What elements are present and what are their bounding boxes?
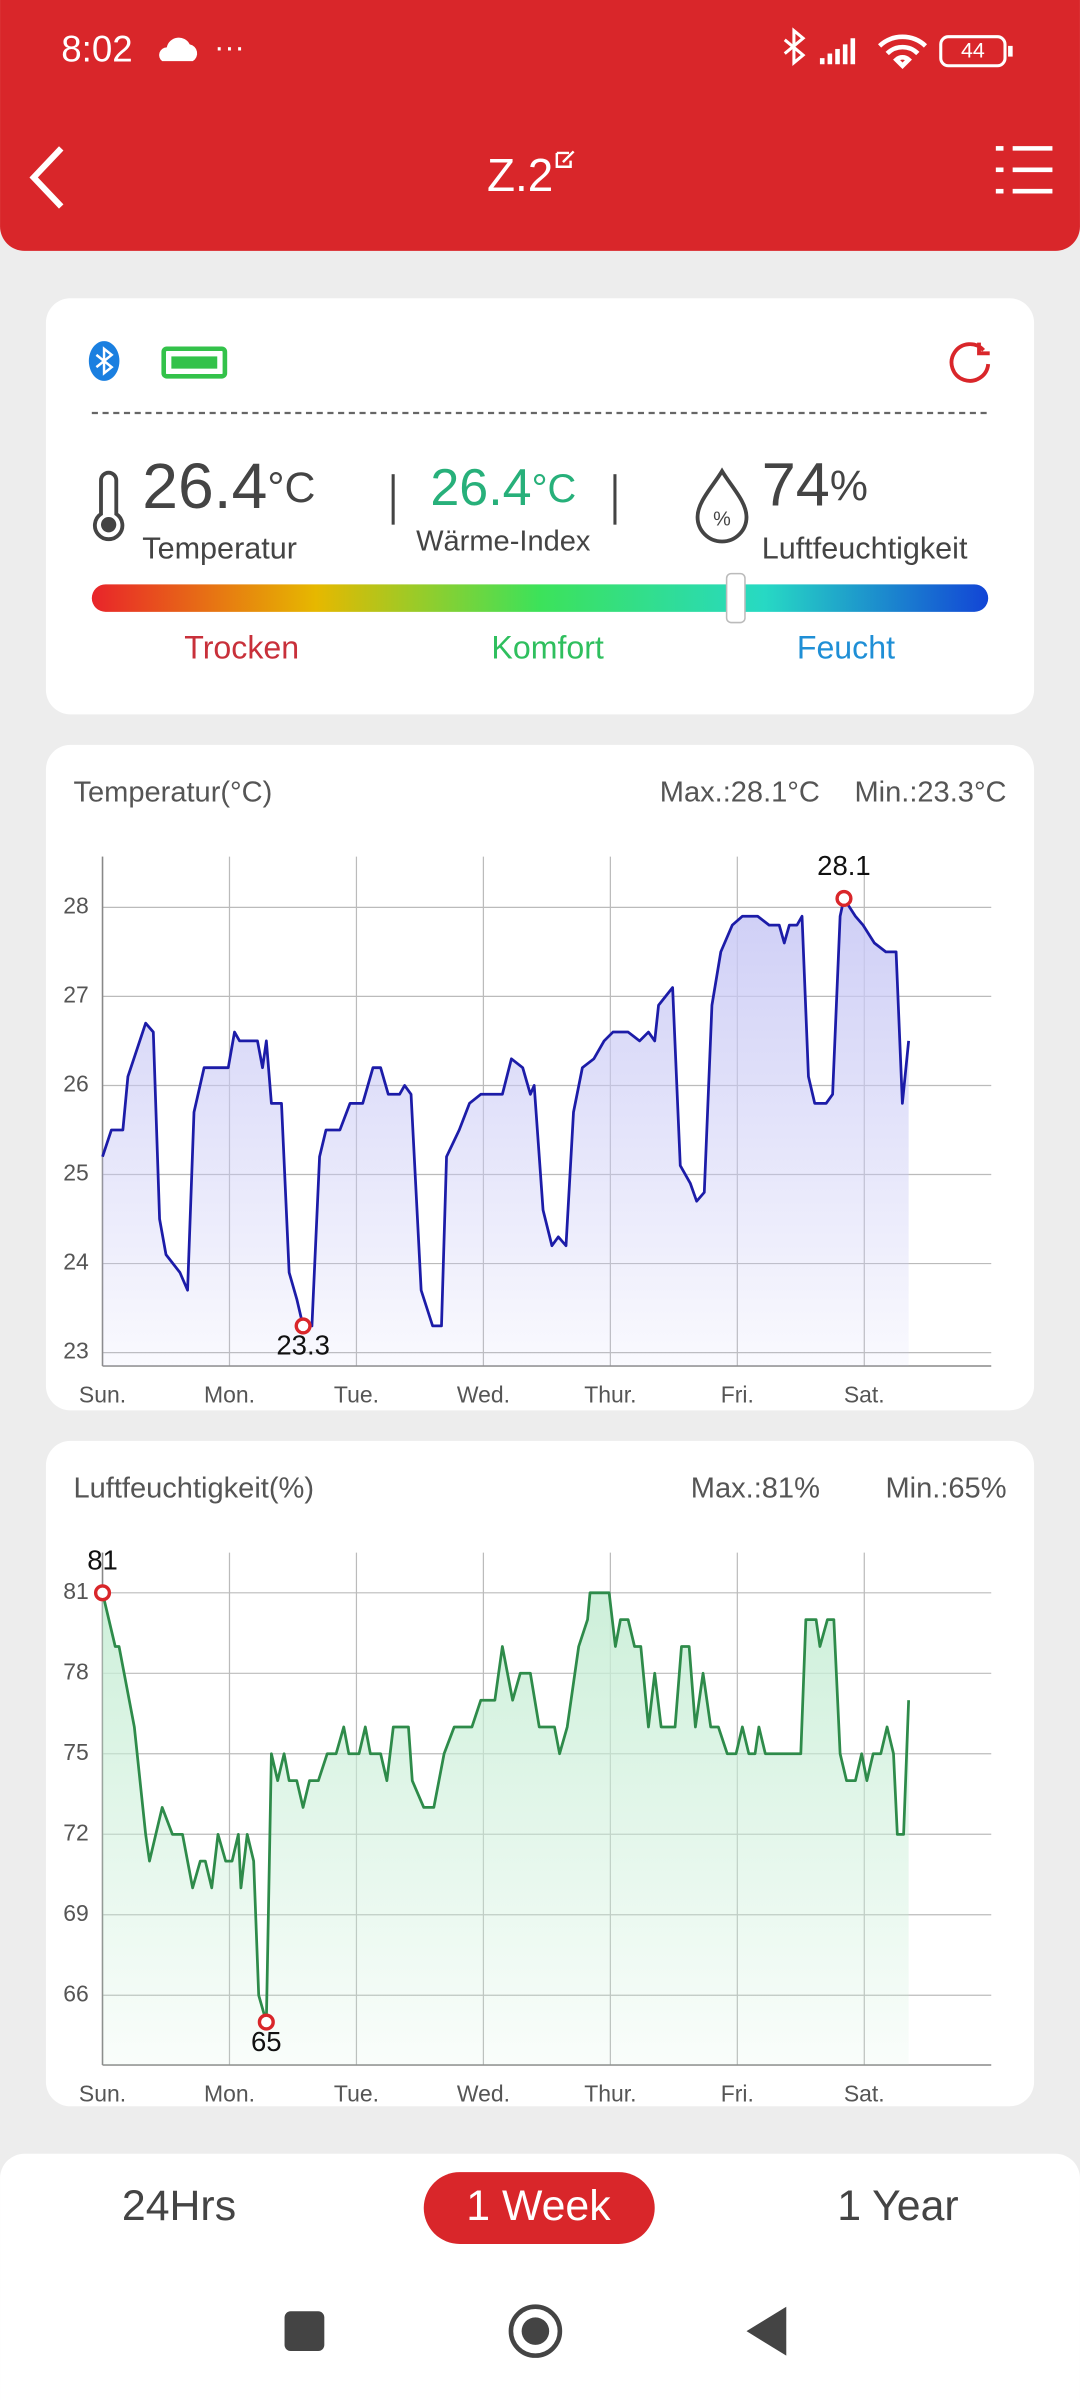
nav-recents[interactable] bbox=[284, 2311, 325, 2352]
device-battery-level bbox=[171, 356, 218, 369]
heat-index-value: 26.4 bbox=[430, 459, 531, 517]
x-tick-label: Tue. bbox=[334, 1382, 379, 1408]
battery-level: 44 bbox=[961, 39, 985, 63]
data-line bbox=[101, 1591, 911, 2024]
menu-button[interactable] bbox=[995, 146, 1053, 194]
thermometer-icon bbox=[93, 470, 125, 541]
bottom-bar bbox=[0, 2153, 1080, 2400]
heat-index-label: Wärme-Index bbox=[416, 526, 591, 558]
y-tick-label: 26 bbox=[63, 1071, 89, 1097]
extreme-marker bbox=[835, 889, 853, 908]
edit-icon[interactable] bbox=[555, 150, 575, 168]
tab-active-bg[interactable] bbox=[423, 2172, 655, 2244]
extreme-marker bbox=[93, 1584, 112, 1602]
refresh-button[interactable] bbox=[949, 342, 991, 383]
nav-back[interactable] bbox=[746, 2306, 787, 2356]
y-tick-label: 24 bbox=[63, 1249, 89, 1275]
extreme-label: 28.1 bbox=[817, 850, 871, 881]
nav-home-dot bbox=[521, 2317, 550, 2345]
y-tick-label: 72 bbox=[63, 1819, 89, 1845]
x-tick-label: Sun. bbox=[79, 1382, 126, 1408]
wifi-icon bbox=[878, 34, 928, 70]
data-line bbox=[101, 897, 911, 1328]
x-tick-label: Thur. bbox=[584, 1382, 636, 1408]
y-tick-label: 69 bbox=[63, 1900, 89, 1926]
extreme-label: 81 bbox=[87, 1544, 118, 1575]
x-tick-label: Wed. bbox=[457, 2081, 510, 2107]
chart-max: Max.:81% bbox=[691, 1473, 820, 1505]
header-bar bbox=[0, 0, 1080, 251]
extreme-marker bbox=[294, 1317, 312, 1335]
y-tick-label: 27 bbox=[63, 981, 89, 1007]
nav-home[interactable] bbox=[508, 2304, 563, 2358]
more-icon: ··· bbox=[214, 30, 245, 64]
comfort-scale bbox=[91, 584, 989, 612]
temperature-label: Temperatur bbox=[142, 532, 297, 566]
extreme-label: 23.3 bbox=[276, 1330, 330, 1361]
battery-tip bbox=[1008, 45, 1013, 57]
battery-outline bbox=[939, 35, 1007, 68]
chart-min: Min.:23.3°C bbox=[854, 777, 1006, 809]
scale-comfort: Komfort bbox=[491, 630, 603, 666]
x-tick-label: Tue. bbox=[334, 2081, 379, 2107]
humidity-value: 74 bbox=[762, 451, 830, 519]
humidity-unit: % bbox=[830, 463, 868, 511]
extreme-marker bbox=[257, 2013, 275, 2031]
y-tick-label: 81 bbox=[63, 1578, 89, 1604]
scale-dry: Trocken bbox=[184, 630, 299, 666]
signal-icon bbox=[819, 38, 856, 65]
y-tick-label: 66 bbox=[63, 1980, 89, 2006]
tab-1week[interactable]: 1 Week bbox=[466, 2182, 611, 2230]
heat-index-unit: °C bbox=[532, 467, 577, 511]
humidity-label: Luftfeuchtigkeit bbox=[762, 532, 968, 566]
temperature-reading: 26.4°C bbox=[142, 450, 315, 522]
x-tick-label: Wed. bbox=[457, 1382, 510, 1408]
chart-max: Max.:28.1°C bbox=[660, 777, 820, 809]
tab-1year[interactable]: 1 Year bbox=[837, 2182, 958, 2230]
chart-min: Min.:65% bbox=[885, 1473, 1006, 1505]
device-battery bbox=[161, 346, 228, 379]
temperature-value: 26.4 bbox=[142, 450, 267, 522]
x-tick-label: Mon. bbox=[204, 2081, 255, 2107]
drop-icon bbox=[695, 467, 749, 544]
y-tick-label: 25 bbox=[63, 1160, 89, 1186]
chart-title: Luftfeuchtigkeit(%) bbox=[73, 1473, 314, 1505]
scale-slider bbox=[725, 572, 746, 624]
heat-index-reading: 26.4°C bbox=[430, 459, 576, 517]
humidity-reading: 74% bbox=[762, 451, 868, 519]
x-tick-label: Sun. bbox=[79, 2081, 126, 2107]
y-tick-label: 28 bbox=[63, 892, 89, 918]
area-fill bbox=[102, 898, 909, 1366]
tab-24hrs[interactable]: 24Hrs bbox=[122, 2182, 236, 2230]
chart-title: Temperatur(°C) bbox=[73, 777, 272, 809]
x-tick-label: Thur. bbox=[584, 2081, 636, 2107]
x-tick-label: Fri. bbox=[721, 1382, 754, 1408]
drop-percent: % bbox=[713, 508, 731, 530]
y-tick-label: 23 bbox=[63, 1338, 89, 1364]
scale-humid: Feucht bbox=[797, 630, 895, 666]
x-tick-label: Sat. bbox=[844, 1382, 885, 1408]
x-tick-label: Mon. bbox=[204, 1382, 255, 1408]
thermometer-bulb bbox=[100, 517, 117, 533]
y-tick-label: 78 bbox=[63, 1658, 89, 1684]
temperature-unit: °C bbox=[267, 464, 315, 512]
x-tick-label: Sat. bbox=[844, 2081, 885, 2107]
status-time: 8:02 bbox=[61, 29, 132, 70]
cloud-icon bbox=[159, 37, 198, 62]
device-title[interactable]: Z.2 bbox=[487, 149, 553, 201]
back-button[interactable] bbox=[29, 146, 64, 209]
y-tick-label: 75 bbox=[63, 1739, 89, 1765]
x-tick-label: Fri. bbox=[721, 2081, 754, 2107]
bluetooth-icon bbox=[783, 27, 806, 66]
bluetooth-glyph bbox=[95, 346, 114, 376]
extreme-label: 65 bbox=[251, 2026, 282, 2057]
